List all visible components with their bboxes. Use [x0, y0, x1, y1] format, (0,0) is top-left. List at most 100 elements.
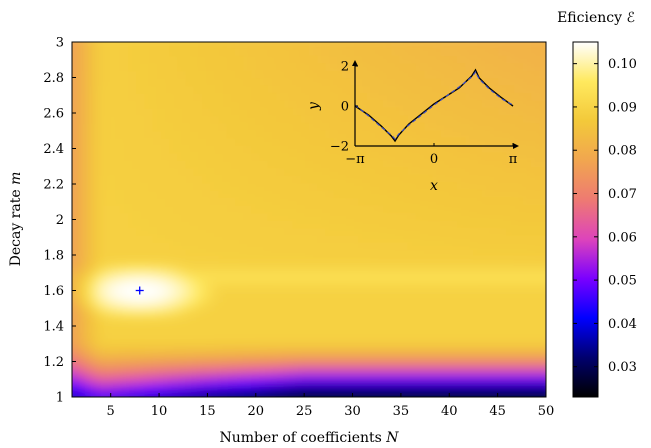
heatmap-cell [251, 85, 261, 94]
heatmap-cell [374, 241, 384, 250]
heatmap-cell [383, 256, 392, 265]
heatmap-cell [210, 107, 220, 116]
heatmap-cell [95, 33, 104, 41]
heatmap-cell [185, 62, 195, 71]
heatmap-cell [78, 331, 88, 340]
heatmap-cell [432, 249, 442, 258]
heatmap-cell [539, 144, 546, 153]
heatmap-cell [547, 220, 556, 228]
heatmap-cell [465, 107, 475, 116]
heatmap-cell [547, 48, 556, 56]
heatmap-cell [235, 271, 244, 280]
heatmap-cell [531, 241, 540, 250]
heatmap-cell [325, 331, 335, 340]
heatmap-cell [152, 197, 162, 206]
heatmap-cell [489, 122, 499, 131]
heatmap-cell [177, 33, 186, 41]
heatmap-cell [86, 189, 96, 198]
heatmap-cell [514, 92, 524, 101]
heatmap-cell [152, 271, 162, 280]
heatmap-cell [440, 70, 450, 79]
heatmap-cell [539, 226, 546, 236]
heatmap-cell [366, 368, 376, 377]
heatmap-cell [547, 130, 556, 138]
heatmap-cell [227, 33, 236, 41]
heatmap-cell [177, 115, 187, 124]
heatmap-cell [259, 361, 269, 370]
heatmap-cell [119, 361, 129, 370]
heatmap-cell [235, 70, 244, 79]
heatmap-cell [161, 107, 170, 116]
heatmap-cell [325, 197, 335, 206]
heatmap-cell [448, 390, 458, 397]
heatmap-cell [341, 152, 351, 161]
heatmap-cell [210, 42, 220, 49]
heatmap-cell [218, 294, 228, 303]
heatmap-cell [407, 390, 417, 397]
heatmap-cell [489, 182, 499, 191]
heatmap-cell [300, 376, 310, 385]
heatmap-cell [276, 390, 285, 397]
heatmap-cell [267, 264, 277, 273]
heatmap-cell [432, 256, 442, 265]
heatmap-cell [358, 383, 368, 392]
heatmap-cell [358, 174, 368, 183]
heatmap-cell [399, 241, 409, 250]
heatmap-cell [193, 383, 203, 392]
heatmap-cell [78, 212, 88, 221]
heatmap-cell [210, 92, 220, 101]
heatmap-cell [366, 85, 376, 94]
heatmap-cell [251, 226, 261, 236]
heatmap-cell [415, 316, 425, 325]
heatmap-cell [333, 390, 343, 397]
heatmap-cell [399, 107, 409, 116]
heatmap-cell [193, 279, 203, 288]
heatmap-cell [185, 152, 195, 161]
heatmap-cell [366, 308, 376, 318]
heatmap-cell [152, 48, 162, 57]
heatmap-cell [152, 279, 162, 288]
heatmap-cell [210, 159, 220, 168]
heatmap-cell [325, 55, 335, 64]
heatmap-cell [119, 189, 129, 198]
heatmap-cell [539, 361, 546, 370]
heatmap-cell [539, 204, 546, 213]
heatmap-cell [226, 144, 236, 153]
heatmap-cell [111, 241, 121, 250]
heatmap-cell [481, 100, 491, 109]
heatmap-cell [111, 122, 121, 131]
heatmap-cell [153, 33, 162, 41]
heatmap-cell [128, 271, 137, 280]
heatmap-cell [383, 308, 392, 318]
heatmap-cell [473, 249, 483, 258]
heatmap-cell [317, 137, 327, 146]
heatmap-cell [136, 212, 146, 221]
heatmap-cell [415, 197, 425, 206]
heatmap-cell [243, 197, 253, 206]
heatmap-cell [78, 152, 88, 161]
heatmap-cell [374, 226, 384, 236]
heatmap-cell [399, 159, 409, 168]
heatmap-cell [161, 92, 170, 101]
heatmap-cell [136, 33, 145, 41]
heatmap-cell [465, 152, 475, 161]
heatmap-cell [448, 331, 458, 340]
heatmap-cell [498, 256, 507, 265]
heatmap-cell [317, 331, 327, 340]
heatmap-cell [358, 331, 368, 340]
heatmap-cell [481, 130, 491, 139]
heatmap-cell [489, 204, 499, 213]
heatmap-cell [202, 256, 211, 265]
heatmap-cell [95, 62, 105, 71]
heatmap-cell [103, 115, 113, 124]
heatmap-cell [136, 390, 146, 397]
heatmap-cell [177, 264, 187, 273]
heatmap-cell [95, 294, 105, 303]
heatmap-cell [193, 361, 203, 370]
heatmap-cell [300, 346, 310, 355]
heatmap-cell [432, 331, 442, 340]
heatmap-cell [424, 226, 433, 236]
heatmap-cell [72, 77, 80, 86]
heatmap-cell [128, 286, 137, 295]
heatmap-cell [144, 85, 154, 94]
